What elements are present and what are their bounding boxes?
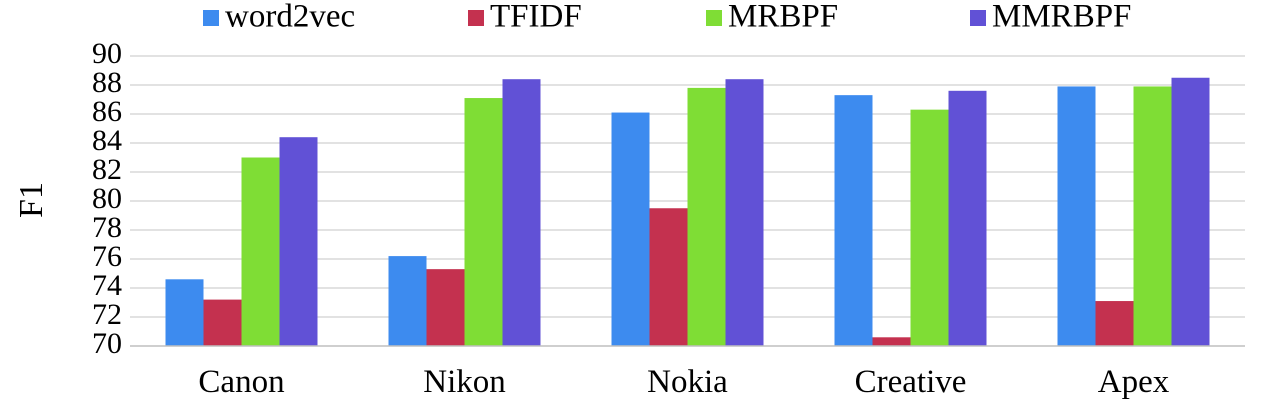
bar-word2vec-canon — [165, 279, 204, 346]
x-category-label: Nokia — [647, 364, 728, 400]
legend-label-mrbpf: MRBPF — [728, 0, 838, 35]
y-tick-label: 74 — [92, 269, 122, 302]
bar-tfidf-nikon — [426, 269, 465, 346]
y-tick-label: 88 — [92, 66, 122, 99]
bar-tfidf-nokia — [649, 208, 688, 346]
legend: word2vec TFIDF MRBPF MMRBPF — [203, 0, 1131, 35]
x-category-label: Apex — [1098, 364, 1170, 400]
y-tick-label: 86 — [92, 95, 122, 128]
y-tick-label: 90 — [92, 37, 122, 70]
legend-label-word2vec: word2vec — [225, 0, 355, 35]
bar-mrbpf-creative — [910, 109, 949, 347]
legend-swatch-word2vec — [203, 10, 219, 26]
bar-mrbpf-nokia — [687, 87, 726, 347]
bar-mrbpf-canon — [241, 157, 280, 346]
y-tick-label: 82 — [92, 153, 122, 186]
y-tick-label: 76 — [92, 240, 122, 273]
x-category-label: Canon — [198, 364, 284, 400]
bar-word2vec-creative — [834, 95, 873, 347]
y-tick-label: 78 — [92, 211, 122, 244]
bar-word2vec-nokia — [611, 112, 650, 346]
y-tick-label: 80 — [92, 182, 122, 215]
bar-mmrbpf-apex — [1171, 77, 1210, 346]
legend-swatch-tfidf — [468, 10, 484, 26]
bar-tfidf-apex — [1095, 301, 1134, 346]
y-tick-label: 84 — [92, 124, 122, 157]
legend-label-mmrbpf: MMRBPF — [992, 0, 1131, 35]
bar-mrbpf-apex — [1133, 86, 1172, 346]
bar-mmrbpf-canon — [279, 137, 318, 346]
bar-mmrbpf-nokia — [725, 79, 764, 346]
x-category-label: Nikon — [423, 364, 506, 400]
bar-tfidf-creative — [872, 337, 911, 346]
y-tick-label: 70 — [92, 327, 122, 360]
bar-mmrbpf-nikon — [502, 79, 541, 346]
x-category-label: Creative — [855, 364, 967, 400]
x-axis-category-labels: Canon Nikon Nokia Creative Apex — [198, 364, 1169, 400]
y-tick-label: 72 — [92, 298, 122, 331]
bar-word2vec-nikon — [388, 256, 427, 346]
legend-swatch-mrbpf — [706, 10, 722, 26]
bar-tfidf-canon — [203, 299, 242, 346]
bar-mmrbpf-creative — [948, 90, 987, 346]
y-axis-title: F1 — [13, 182, 50, 218]
bars — [165, 77, 1210, 347]
bar-mrbpf-nikon — [464, 98, 503, 346]
bar-word2vec-apex — [1057, 86, 1096, 346]
legend-swatch-mmrbpf — [970, 10, 986, 26]
legend-label-tfidf: TFIDF — [490, 0, 582, 35]
